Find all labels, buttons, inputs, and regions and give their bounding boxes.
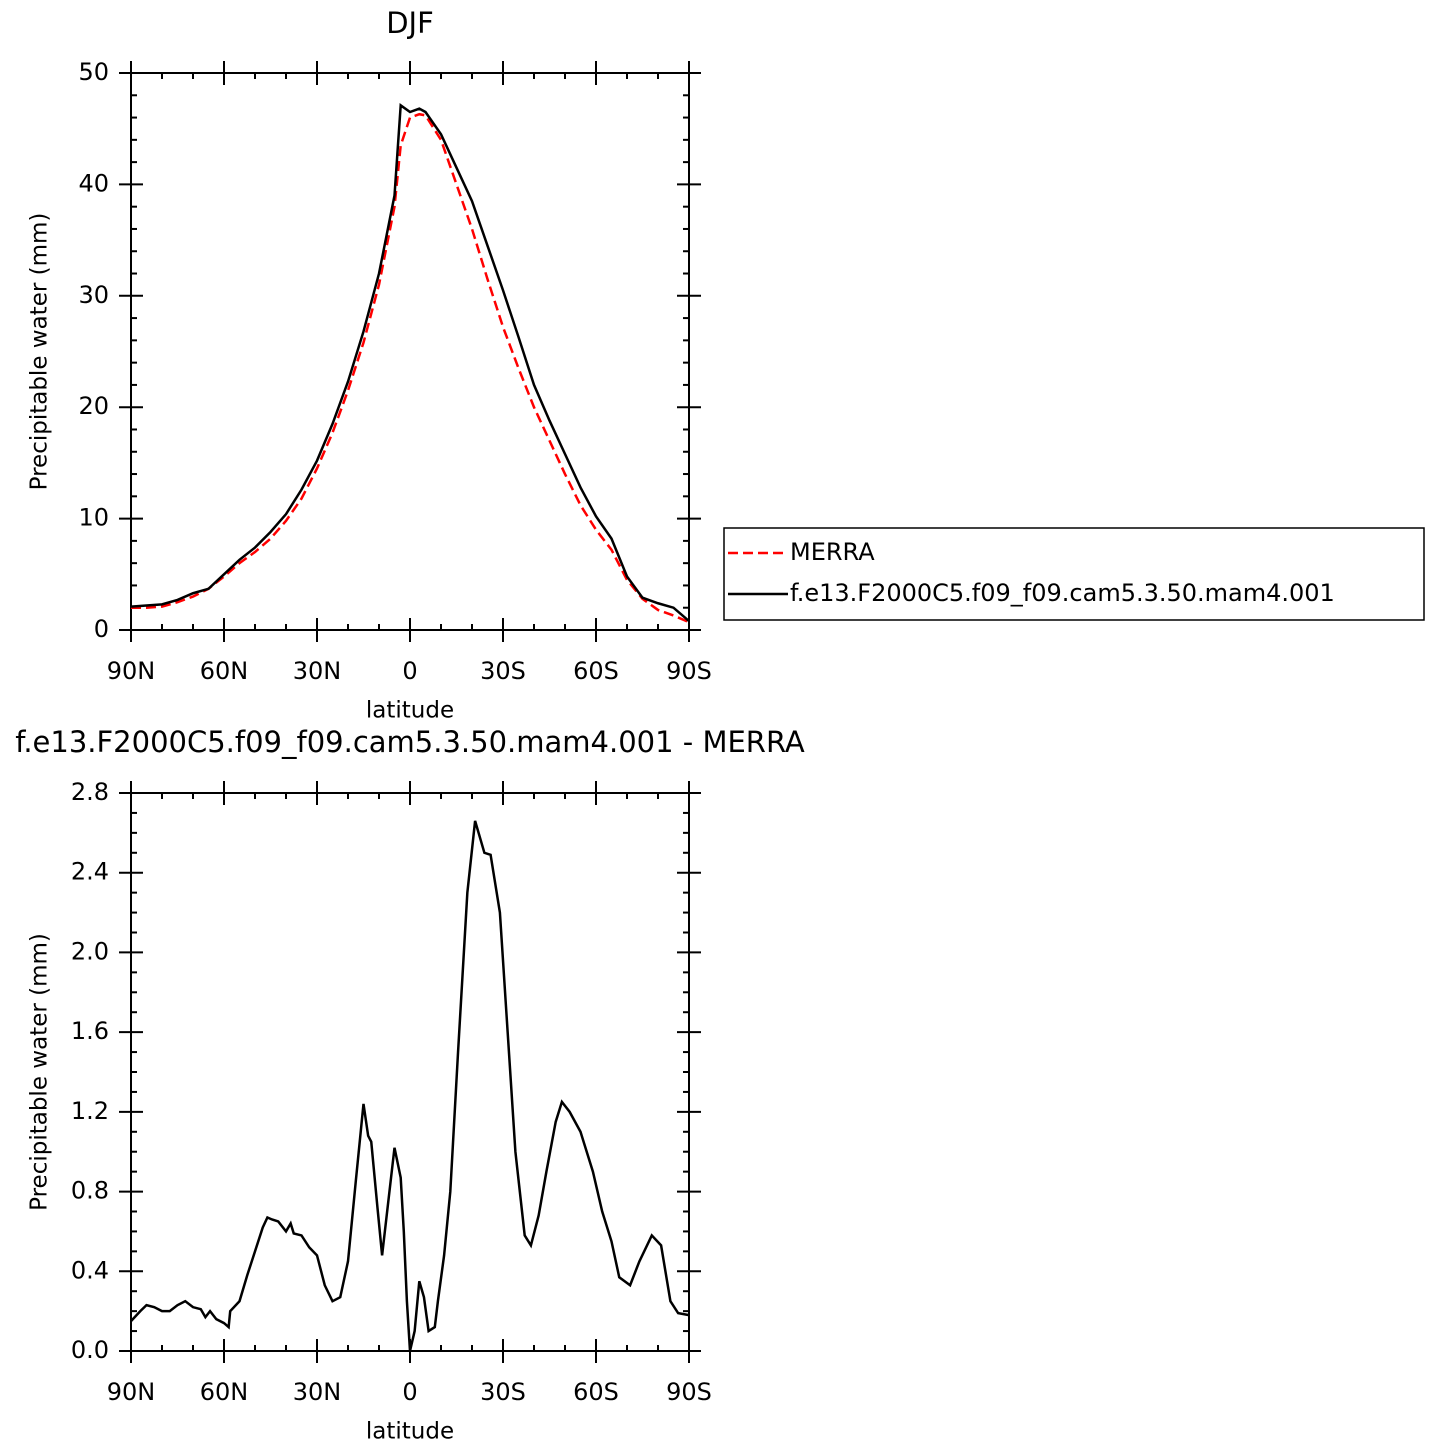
y-axis-label: Precipitable water (mm): [27, 933, 53, 1211]
x-tick-label: 0: [402, 657, 417, 685]
x-tick-label: 30S: [480, 1378, 526, 1406]
x-tick-label: 90N: [107, 1378, 156, 1406]
y-tick-label: 0.0: [71, 1336, 109, 1364]
series-line: [130, 820, 690, 1352]
x-tick-label: 30N: [293, 1378, 342, 1406]
legend-label: MERRA: [790, 538, 875, 566]
y-tick-label: 0.8: [71, 1177, 109, 1205]
x-tick-label: 30N: [293, 657, 342, 685]
x-tick-label: 60N: [200, 657, 249, 685]
plot-frame: [130, 792, 690, 1352]
y-tick-label: 1.6: [71, 1017, 109, 1045]
y-tick-label: 0.4: [71, 1256, 109, 1284]
x-tick-label: 0: [402, 1378, 417, 1406]
series-line: [130, 102, 690, 623]
plot-frame: [130, 72, 690, 631]
y-tick-label: 2.8: [71, 778, 109, 806]
legend-label: f.e13.F2000C5.f09_f09.cam5.3.50.mam4.001: [790, 579, 1335, 607]
y-tick-label: 50: [78, 58, 109, 86]
legend: MERRA f.e13.F2000C5.f09_f09.cam5.3.50.mam…: [723, 527, 1425, 621]
y-tick-label: 40: [78, 169, 109, 197]
chart-title: f.e13.F2000C5.f09_f09.cam5.3.50.mam4.001…: [15, 725, 805, 759]
y-tick-label: 20: [78, 392, 109, 420]
x-tick-label: 60S: [573, 1378, 619, 1406]
series-line: [131, 112, 690, 624]
legend-box: [723, 527, 1425, 621]
x-tick-label: 60N: [200, 1378, 249, 1406]
y-tick-label: 30: [78, 281, 109, 309]
x-tick-label: 90S: [666, 657, 712, 685]
x-tick-label: 30S: [480, 657, 526, 685]
x-axis-label: latitude: [366, 1419, 454, 1445]
y-tick-label: 2.0: [71, 937, 109, 965]
x-tick-label: 60S: [573, 657, 619, 685]
y-tick-label: 10: [78, 504, 109, 532]
chart-title: DJF: [386, 6, 434, 40]
y-tick-label: 1.2: [71, 1097, 109, 1125]
y-tick-label: 0: [94, 615, 109, 643]
x-tick-label: 90S: [666, 1378, 712, 1406]
y-tick-label: 2.4: [71, 858, 109, 886]
x-tick-label: 90N: [107, 657, 156, 685]
y-axis-label: Precipitable water (mm): [27, 213, 53, 491]
x-axis-label: latitude: [366, 698, 454, 724]
